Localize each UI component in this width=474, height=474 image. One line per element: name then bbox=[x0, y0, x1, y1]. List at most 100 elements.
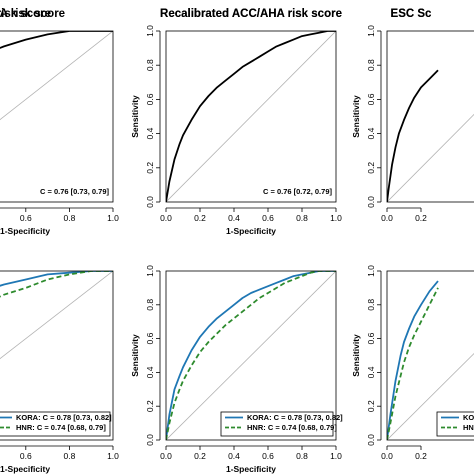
legend-box bbox=[0, 411, 111, 437]
plot-frame bbox=[386, 30, 474, 203]
x-tick-label: 0.4 bbox=[228, 451, 240, 461]
y-tick-label: 1.0 bbox=[145, 25, 155, 37]
y-tick-label: 0.4 bbox=[145, 127, 155, 139]
y-tick-label: 0.0 bbox=[145, 196, 155, 208]
x-axis-label: 1-Specificity bbox=[226, 226, 276, 236]
x-tick-label: 1.0 bbox=[330, 213, 342, 223]
y-tick-label: 0.4 bbox=[366, 366, 376, 378]
legend-entry: HNI bbox=[463, 423, 474, 432]
reference-diagonal bbox=[0, 31, 113, 121]
reference-diagonal bbox=[166, 271, 336, 440]
x-tick-label: 0.6 bbox=[20, 213, 32, 223]
x-tick-label: 0.8 bbox=[296, 213, 308, 223]
reference-diagonal bbox=[0, 271, 113, 360]
x-tick-label: 0.0 bbox=[381, 213, 393, 223]
y-axis-label: Sensitivity bbox=[130, 334, 140, 377]
legend-entry: KORA: C = 0.78 [0.73, 0.82] bbox=[247, 413, 343, 422]
y-tick-label: 0.0 bbox=[366, 434, 376, 446]
y-tick-label: 0.2 bbox=[145, 400, 155, 412]
x-tick-label: 0.4 bbox=[228, 213, 240, 223]
x-tick-label: 0.8 bbox=[296, 451, 308, 461]
legend-entry: KORA: C = 0.78 [0.73, 0.82] bbox=[16, 413, 112, 422]
y-tick-label: 1.0 bbox=[366, 25, 376, 37]
roc-panel-1: ACC/AHA risk score0.40.60.81.01-Specific… bbox=[0, 8, 119, 236]
legend-entry: KORA bbox=[463, 413, 474, 422]
roc-curve-1 bbox=[387, 69, 439, 202]
y-axis-label: Sensitivity bbox=[351, 334, 361, 377]
x-axis-label: 1-Specificity bbox=[0, 464, 50, 474]
x-tick-label: 0.2 bbox=[415, 451, 427, 461]
y-tick-label: 0.6 bbox=[366, 93, 376, 105]
x-axis-label: 1-Specificity bbox=[0, 226, 50, 236]
plot-frame bbox=[165, 30, 337, 203]
roc-curve-1 bbox=[166, 271, 336, 440]
x-tick-label: 0.2 bbox=[194, 213, 206, 223]
panel-title: AHA risk score bbox=[0, 8, 51, 20]
roc-curve-1 bbox=[0, 31, 113, 49]
x-axis-label: 1-Specificity bbox=[226, 464, 276, 474]
y-axis-label: Sensitivity bbox=[351, 95, 361, 138]
y-tick-label: 1.0 bbox=[366, 265, 376, 277]
roc-curve-1 bbox=[0, 271, 113, 287]
y-tick-label: 0.8 bbox=[366, 299, 376, 311]
y-tick-label: 0.2 bbox=[366, 400, 376, 412]
legend: KORAHNI bbox=[436, 411, 474, 437]
roc-curve-1 bbox=[387, 280, 439, 440]
y-tick-label: 0.8 bbox=[145, 59, 155, 71]
y-tick-label: 0.6 bbox=[145, 332, 155, 344]
y-tick-label: 0.8 bbox=[366, 59, 376, 71]
plot-frame bbox=[0, 30, 114, 203]
roc-panel-5: Recalibrated ACC/AHA risk score 0.0 0.2 0.4… bbox=[130, 8, 343, 474]
y-tick-label: 0.0 bbox=[366, 196, 376, 208]
x-tick-label: 1.0 bbox=[107, 213, 119, 223]
roc-curve-1 bbox=[166, 31, 336, 202]
x-tick-label: 1.0 bbox=[107, 451, 119, 461]
legend-entry: HNR: C = 0.74 [0.68, 0.79] bbox=[247, 423, 337, 432]
legend-entry: HNR: C = 0.74 [0.68, 0.79] bbox=[16, 423, 106, 432]
x-tick-label: 0.2 bbox=[415, 213, 427, 223]
roc-panel-3: ESC Sc 0.0 0.2 0.0 0.2 0.4 0.6 0.8 1.0 Sensitivit… bbox=[351, 8, 474, 223]
y-tick-label: 0.2 bbox=[145, 162, 155, 174]
y-tick-label: 0.6 bbox=[145, 93, 155, 105]
x-tick-label: 0.6 bbox=[262, 451, 274, 461]
roc-curve-2 bbox=[0, 271, 113, 298]
reference-diagonal bbox=[387, 352, 474, 440]
x-tick-label: 0.8 bbox=[63, 451, 75, 461]
panel-title: Recalibrated ACC/AHA risk score bbox=[160, 8, 342, 20]
y-axis-label: Sensitivity bbox=[130, 95, 140, 138]
plot-frame bbox=[386, 270, 474, 441]
x-tick-label: 0.6 bbox=[262, 213, 274, 223]
plot-frame bbox=[0, 270, 114, 441]
x-tick-label: 0.0 bbox=[381, 451, 393, 461]
panel-title: ACC/AHA risk score bbox=[0, 8, 65, 20]
x-tick-label: 1.0 bbox=[330, 451, 342, 461]
roc-panel-2: Recalibrated ACC/AHA risk score 0.0 0.2 0.4… bbox=[130, 8, 342, 236]
x-tick-label: 0.8 bbox=[63, 213, 75, 223]
panel-title: ESC Sc bbox=[391, 8, 433, 20]
legend: KORA: C = 0.78 [0.73, 0.82]HNR: C = 0.74… bbox=[0, 411, 112, 437]
c-statistic-label: C = 0.76 [0.72, 0.79] bbox=[263, 187, 333, 196]
reference-diagonal bbox=[387, 113, 474, 202]
y-tick-label: 0.8 bbox=[145, 299, 155, 311]
reference-diagonal bbox=[166, 31, 336, 202]
plot-frame bbox=[165, 270, 337, 441]
y-tick-label: 0.6 bbox=[366, 332, 376, 344]
x-tick-label: 0.6 bbox=[20, 451, 32, 461]
y-tick-label: 0.4 bbox=[366, 127, 376, 139]
roc-panel-4: AHA risk score0.40.60.81.01-SpecificityK… bbox=[0, 8, 119, 474]
y-tick-label: 0.4 bbox=[145, 366, 155, 378]
legend-box bbox=[220, 411, 334, 437]
roc-curve-2 bbox=[166, 271, 336, 440]
x-tick-label: 0.0 bbox=[160, 451, 172, 461]
x-tick-label: 0.2 bbox=[194, 451, 206, 461]
legend: KORA: C = 0.78 [0.73, 0.82]HNR: C = 0.74… bbox=[220, 411, 343, 437]
y-tick-label: 0.2 bbox=[366, 162, 376, 174]
panel-title: Recalibrated ACC/AHA risk score bbox=[160, 8, 342, 20]
c-statistic-label: C = 0.76 [0.73, 0.79] bbox=[40, 187, 110, 196]
roc-curve-2 bbox=[387, 287, 439, 440]
y-tick-label: 0.0 bbox=[145, 434, 155, 446]
legend-box bbox=[436, 411, 474, 437]
x-tick-label: 0.0 bbox=[160, 213, 172, 223]
y-tick-label: 1.0 bbox=[145, 265, 155, 277]
